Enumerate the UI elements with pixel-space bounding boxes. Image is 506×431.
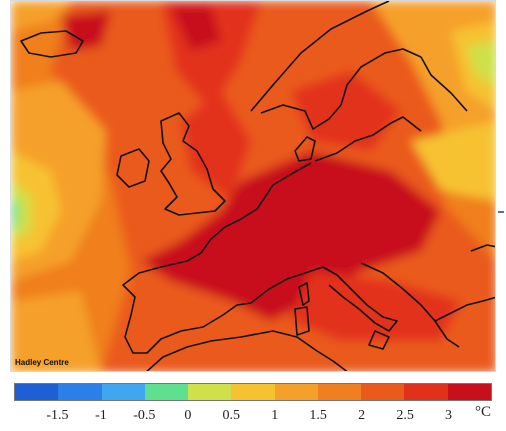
legend-swatch xyxy=(274,384,318,400)
legend-tick: 3 xyxy=(445,408,453,423)
legend-tick: -1 xyxy=(95,408,107,423)
legend-swatch xyxy=(361,384,405,400)
legend-swatch xyxy=(188,384,232,400)
legend-tick: 1 xyxy=(271,408,279,423)
legend-tick: 2.5 xyxy=(396,408,414,423)
legend-tick: 2 xyxy=(358,408,366,423)
color-legend: -1.5 -1 -0.5 0 0.5 1 1.5 2 2.5 3 °C xyxy=(14,383,492,427)
europe-map xyxy=(11,1,495,371)
legend-swatch xyxy=(231,384,275,400)
legend-tick: 0 xyxy=(184,408,192,423)
legend-tick: -0.5 xyxy=(133,408,156,423)
temperature-anomaly-map: Hadley Centre xyxy=(10,0,496,372)
legend-colorbar xyxy=(14,383,492,401)
legend-tick: -1.5 xyxy=(46,408,69,423)
map-credit: Hadley Centre xyxy=(15,358,69,367)
coastlines xyxy=(20,1,495,371)
legend-swatch xyxy=(404,384,448,400)
edge-mark xyxy=(498,211,504,213)
legend-swatch xyxy=(101,384,145,400)
legend-swatch xyxy=(15,384,59,400)
legend-swatch xyxy=(58,384,102,400)
legend-tick: 1.5 xyxy=(309,408,327,423)
legend-swatch xyxy=(144,384,189,400)
legend-swatch xyxy=(317,384,362,400)
legend-tick: 0.5 xyxy=(222,408,241,423)
anomaly-field xyxy=(11,1,495,371)
legend-swatch xyxy=(447,384,491,400)
legend-unit: °C xyxy=(475,404,492,420)
